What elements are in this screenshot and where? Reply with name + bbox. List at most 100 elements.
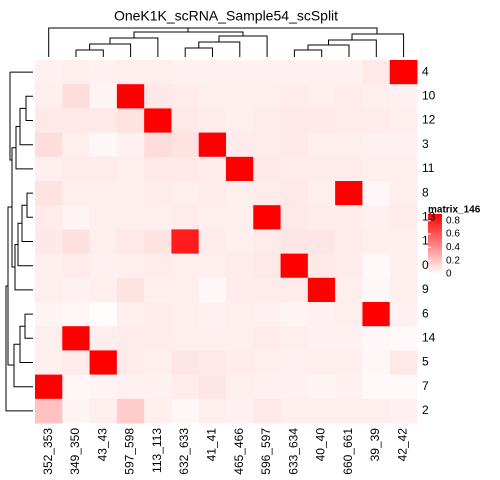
heatmap-cell	[171, 108, 200, 134]
heatmap-cell	[280, 60, 309, 85]
column-label: 40_40	[314, 428, 328, 462]
heatmap-cell	[389, 326, 418, 351]
heatmap-cell	[362, 181, 391, 206]
heatmap-cell	[89, 84, 118, 109]
heatmap-cell	[144, 229, 172, 255]
heatmap-cell	[226, 374, 254, 400]
heatmap-cell	[144, 156, 172, 182]
row-label: 13	[422, 209, 436, 223]
heatmap-cell	[171, 350, 200, 376]
heatmap-cell	[116, 398, 145, 424]
heatmap-cell	[171, 302, 200, 327]
heatmap-cell	[35, 326, 63, 351]
heatmap-cell	[226, 229, 254, 255]
heatmap-cell	[253, 302, 282, 327]
heatmap-cell	[62, 302, 91, 327]
heatmap-cell	[198, 132, 227, 158]
heatmap-cell	[62, 84, 91, 109]
heatmap-cell	[307, 108, 336, 134]
heatmap-cell	[62, 253, 91, 279]
heatmap-cell	[307, 132, 336, 158]
heatmap-cell	[389, 229, 418, 255]
heatmap-cell	[253, 326, 282, 351]
heatmap-cell	[116, 108, 145, 134]
heatmap-cell	[253, 181, 282, 206]
heatmap-cell	[389, 60, 418, 85]
heatmap-cell	[35, 60, 63, 85]
heatmap-cell	[171, 60, 200, 85]
heatmap-cell	[280, 108, 309, 134]
heatmap-cell	[335, 277, 363, 303]
heatmap-cell	[280, 302, 309, 327]
heatmap-cell	[307, 302, 336, 327]
heatmap-cell	[62, 60, 91, 85]
heatmap-cell	[335, 374, 363, 400]
heatmap-cell	[335, 181, 363, 206]
heatmap-cell	[280, 277, 309, 303]
heatmap-cell	[253, 277, 282, 303]
heatmap-cell	[335, 132, 363, 158]
heatmap-cell	[362, 253, 391, 279]
heatmap-cell	[62, 398, 91, 424]
row-label: 11	[422, 161, 435, 175]
heatmap-cell	[253, 398, 282, 424]
heatmap-cell	[307, 205, 336, 230]
heatmap-cell	[253, 253, 282, 279]
heatmap-cell	[226, 181, 254, 206]
heatmap-cell	[198, 84, 227, 109]
heatmap-cell	[307, 350, 336, 376]
heatmap-cell	[226, 84, 254, 109]
heatmap-cell	[116, 84, 145, 109]
column-label: 596_597	[259, 428, 273, 475]
heatmap-cell	[362, 326, 391, 351]
heatmap-cell	[35, 156, 63, 182]
heatmap-cell	[171, 181, 200, 206]
heatmap-cell	[35, 108, 63, 134]
heatmap-cell	[198, 253, 227, 279]
heatmap-cell	[144, 350, 172, 376]
heatmap-cell	[144, 374, 172, 400]
heatmap-cell	[89, 132, 118, 158]
heatmap-cell	[62, 156, 91, 182]
heatmap-cell	[35, 398, 63, 424]
heatmap-cell	[253, 205, 282, 230]
heatmap-cell	[389, 350, 418, 376]
heatmap-cell	[89, 277, 118, 303]
heatmap-cell	[116, 253, 145, 279]
heatmap-cell	[226, 398, 254, 424]
heatmap-cell	[35, 277, 63, 303]
row-label: 8	[422, 185, 429, 199]
heatmap-cell	[198, 156, 227, 182]
heatmap-cell	[89, 350, 118, 376]
heatmap-cell	[335, 84, 363, 109]
heatmap-cell	[226, 302, 254, 327]
heatmap-cell	[62, 350, 91, 376]
heatmap-cell	[144, 302, 172, 327]
heatmap-cell	[307, 84, 336, 109]
heatmap-cell	[226, 108, 254, 134]
heatmap-cell	[335, 398, 363, 424]
heatmap-cell	[62, 229, 91, 255]
heatmap-cell	[362, 108, 391, 134]
heatmap-cell	[198, 350, 227, 376]
row-label: 0	[422, 258, 429, 272]
heatmap-cell	[389, 205, 418, 230]
heatmap-cell	[89, 156, 118, 182]
column-label: 113_113	[150, 428, 164, 473]
row-label: 14	[422, 330, 436, 344]
heatmap-cell	[389, 374, 418, 400]
heatmap-cell	[362, 277, 391, 303]
heatmap-cell	[89, 229, 118, 255]
heatmap-cell	[171, 253, 200, 279]
heatmap-cell	[362, 60, 391, 85]
heatmap-cell	[35, 132, 63, 158]
chart-title: OneK1K_scRNA_Sample54_scSplit	[114, 8, 338, 24]
heatmap-cell	[89, 374, 118, 400]
heatmap-cell	[171, 156, 200, 182]
heatmap-cell	[226, 277, 254, 303]
heatmap-cell	[62, 277, 91, 303]
heatmap-cell	[307, 156, 336, 182]
heatmap-cell	[307, 181, 336, 206]
column-dendrogram	[48, 27, 405, 57]
heatmap-cell	[307, 60, 336, 85]
